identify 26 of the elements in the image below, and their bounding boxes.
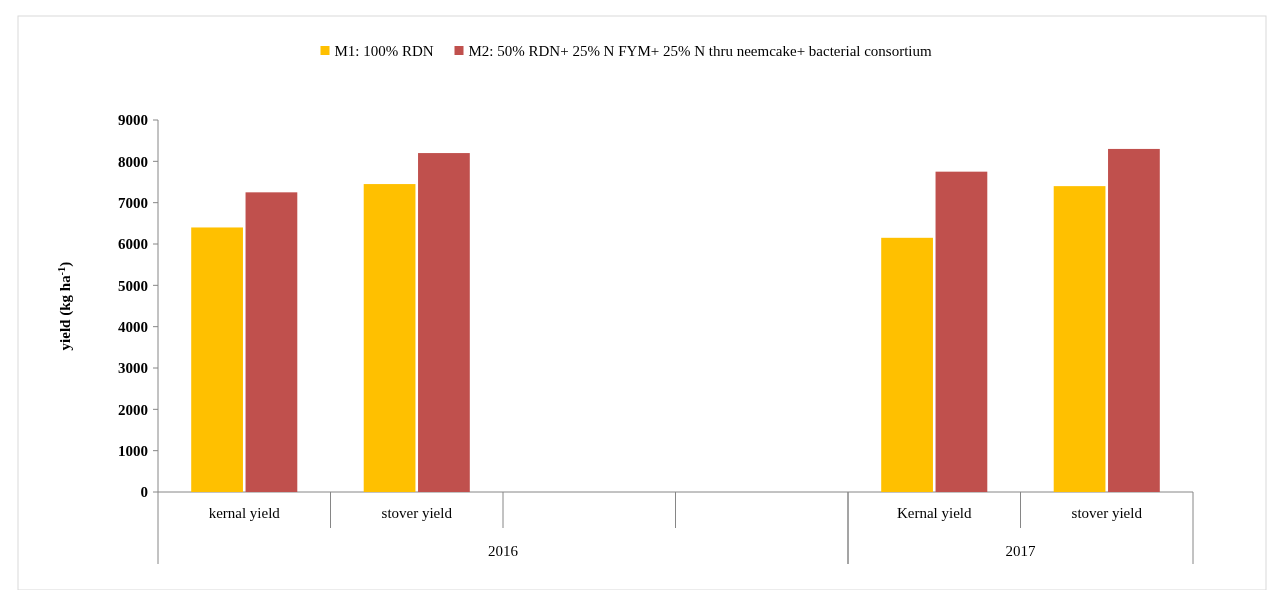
text: 2017 [1005,543,1036,559]
x-tick-label: kernal yield [208,505,281,521]
y-tick-label: 0 [140,484,148,501]
y-tick-label: 9000 [118,112,148,129]
y-tick-label: 3000 [118,360,148,377]
bar [363,184,416,492]
bar [191,227,243,492]
bar [935,171,988,492]
bar [245,192,298,492]
bar [418,153,470,492]
bar [1053,186,1106,492]
x-tick-label: Kernal yield [896,505,973,521]
x-tick-label: stover yield [1071,505,1143,521]
y-tick-label: 8000 [118,153,148,170]
y-tick-label: 7000 [118,194,148,211]
y-tick-label: 6000 [118,236,148,253]
legend-label: M1: 100% RDN [334,43,434,60]
y-tick-label: 5000 [118,277,148,294]
y-tick-label: 1000 [118,442,148,459]
text: 2016 [488,543,519,559]
bar [1108,148,1160,492]
y-tick-label: 4000 [118,318,148,335]
bar [881,237,933,492]
y-tick-label: 2000 [118,401,148,418]
legend-label: M2: 50% RDN+ 25% N FYM+ 25% N thru neemcake+ bacterial consortium [468,43,933,60]
x-tick-label: stover yield [381,505,453,521]
